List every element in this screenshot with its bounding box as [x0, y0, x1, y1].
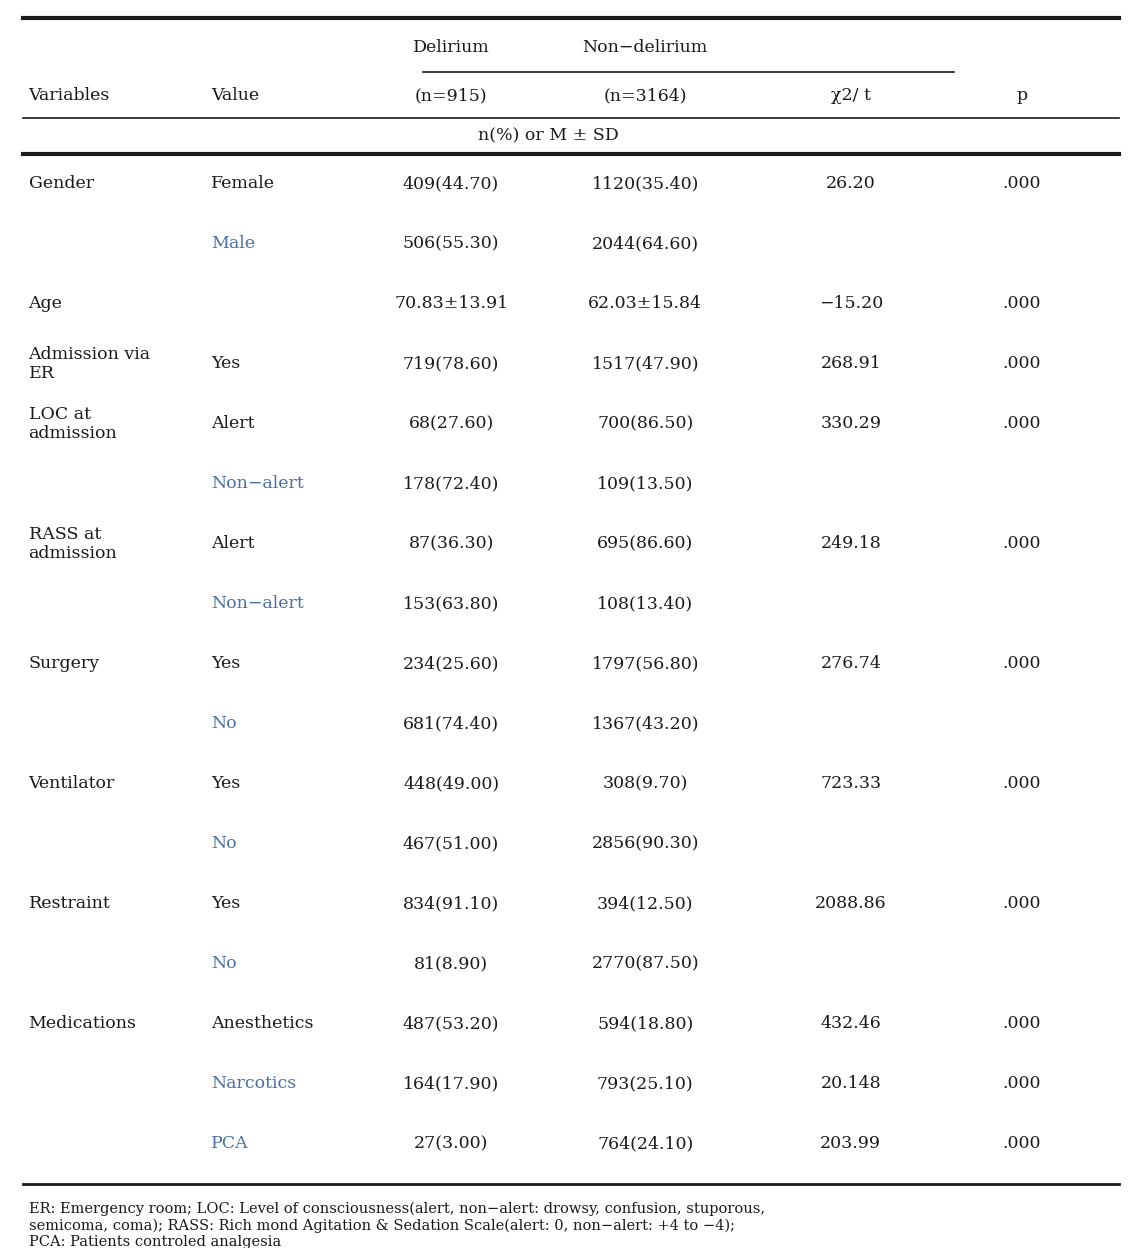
Text: 695(86.60): 695(86.60) — [597, 535, 693, 553]
Text: Non−alert: Non−alert — [211, 475, 304, 493]
Text: 681(74.40): 681(74.40) — [403, 715, 499, 733]
Text: 70.83±13.91: 70.83±13.91 — [394, 296, 508, 312]
Text: n(%) or M ± SD: n(%) or M ± SD — [477, 127, 619, 145]
Text: 81(8.90): 81(8.90) — [415, 956, 488, 972]
Text: 394(12.50): 394(12.50) — [597, 896, 693, 912]
Text: 2088.86: 2088.86 — [815, 896, 886, 912]
Text: Non−alert: Non−alert — [211, 595, 304, 613]
Text: 2856(90.30): 2856(90.30) — [592, 835, 699, 852]
Text: 330.29: 330.29 — [820, 416, 882, 433]
Text: 764(24.10): 764(24.10) — [597, 1136, 693, 1152]
Text: Alert: Alert — [211, 535, 255, 553]
Text: 723.33: 723.33 — [820, 775, 882, 792]
Text: RASS at
admission: RASS at admission — [29, 525, 118, 563]
Text: 793(25.10): 793(25.10) — [597, 1076, 693, 1092]
Text: .000: .000 — [1003, 176, 1042, 192]
Text: 432.46: 432.46 — [820, 1016, 882, 1032]
Text: No: No — [211, 715, 236, 733]
Text: 153(63.80): 153(63.80) — [403, 595, 499, 613]
Text: 1367(43.20): 1367(43.20) — [592, 715, 699, 733]
Text: LOC at
admission: LOC at admission — [29, 406, 118, 442]
Text: χ2/ t: χ2/ t — [831, 87, 870, 105]
Text: ER: Emergency room; LOC: Level of consciousness(alert, non−alert: drowsy, confus: ER: Emergency room; LOC: Level of consci… — [29, 1202, 765, 1248]
Text: 178(72.40): 178(72.40) — [403, 475, 499, 493]
Text: .000: .000 — [1003, 1076, 1042, 1092]
Text: Yes: Yes — [211, 775, 241, 792]
Text: Non−delirium: Non−delirium — [582, 40, 708, 56]
Text: 487(53.20): 487(53.20) — [403, 1016, 499, 1032]
Text: No: No — [211, 835, 236, 852]
Text: (n=915): (n=915) — [415, 87, 488, 105]
Text: Delirium: Delirium — [412, 40, 490, 56]
Text: .000: .000 — [1003, 1136, 1042, 1152]
Text: .000: .000 — [1003, 775, 1042, 792]
Text: .000: .000 — [1003, 896, 1042, 912]
Text: Medications: Medications — [29, 1016, 137, 1032]
Text: Value: Value — [211, 87, 259, 105]
Text: Restraint: Restraint — [29, 896, 111, 912]
Text: .000: .000 — [1003, 655, 1042, 673]
Text: Female: Female — [211, 176, 275, 192]
Text: 249.18: 249.18 — [820, 535, 882, 553]
Text: Gender: Gender — [29, 176, 94, 192]
Text: 834(91.10): 834(91.10) — [403, 896, 499, 912]
Text: Yes: Yes — [211, 356, 241, 372]
Text: .000: .000 — [1003, 416, 1042, 433]
Text: 20.148: 20.148 — [820, 1076, 882, 1092]
Text: .000: .000 — [1003, 535, 1042, 553]
Text: Yes: Yes — [211, 655, 241, 673]
Text: 467(51.00): 467(51.00) — [403, 835, 499, 852]
Text: Male: Male — [211, 236, 256, 252]
Text: 108(13.40): 108(13.40) — [597, 595, 693, 613]
Text: 700(86.50): 700(86.50) — [597, 416, 693, 433]
Text: Alert: Alert — [211, 416, 255, 433]
Text: Yes: Yes — [211, 896, 241, 912]
Text: 1120(35.40): 1120(35.40) — [592, 176, 699, 192]
Text: .000: .000 — [1003, 1016, 1042, 1032]
Text: Surgery: Surgery — [29, 655, 99, 673]
Text: Narcotics: Narcotics — [211, 1076, 297, 1092]
Text: 2044(64.60): 2044(64.60) — [592, 236, 699, 252]
Text: 87(36.30): 87(36.30) — [409, 535, 493, 553]
Text: 594(18.80): 594(18.80) — [597, 1016, 693, 1032]
Text: p: p — [1016, 87, 1028, 105]
Text: Variables: Variables — [29, 87, 110, 105]
Text: (n=3164): (n=3164) — [603, 87, 687, 105]
Text: 68(27.60): 68(27.60) — [409, 416, 493, 433]
Text: 506(55.30): 506(55.30) — [403, 236, 499, 252]
Text: 234(25.60): 234(25.60) — [403, 655, 499, 673]
Text: 164(17.90): 164(17.90) — [403, 1076, 499, 1092]
Text: No: No — [211, 956, 236, 972]
Text: Age: Age — [29, 296, 63, 312]
Text: 26.20: 26.20 — [826, 176, 876, 192]
Text: 27(3.00): 27(3.00) — [413, 1136, 489, 1152]
Text: Admission via
ER: Admission via ER — [29, 346, 151, 382]
Text: 109(13.50): 109(13.50) — [597, 475, 693, 493]
Text: 719(78.60): 719(78.60) — [403, 356, 499, 372]
Text: 62.03±15.84: 62.03±15.84 — [588, 296, 702, 312]
Text: Ventilator: Ventilator — [29, 775, 115, 792]
Text: 1517(47.90): 1517(47.90) — [592, 356, 699, 372]
Text: 1797(56.80): 1797(56.80) — [592, 655, 699, 673]
Text: −15.20: −15.20 — [819, 296, 883, 312]
Text: Anesthetics: Anesthetics — [211, 1016, 314, 1032]
Text: 203.99: 203.99 — [820, 1136, 882, 1152]
Text: .000: .000 — [1003, 356, 1042, 372]
Text: 308(9.70): 308(9.70) — [603, 775, 687, 792]
Text: 268.91: 268.91 — [820, 356, 882, 372]
Text: .000: .000 — [1003, 296, 1042, 312]
Text: 2770(87.50): 2770(87.50) — [592, 956, 699, 972]
Text: PCA: PCA — [211, 1136, 249, 1152]
Text: 276.74: 276.74 — [820, 655, 882, 673]
Text: 448(49.00): 448(49.00) — [403, 775, 499, 792]
Text: 409(44.70): 409(44.70) — [403, 176, 499, 192]
